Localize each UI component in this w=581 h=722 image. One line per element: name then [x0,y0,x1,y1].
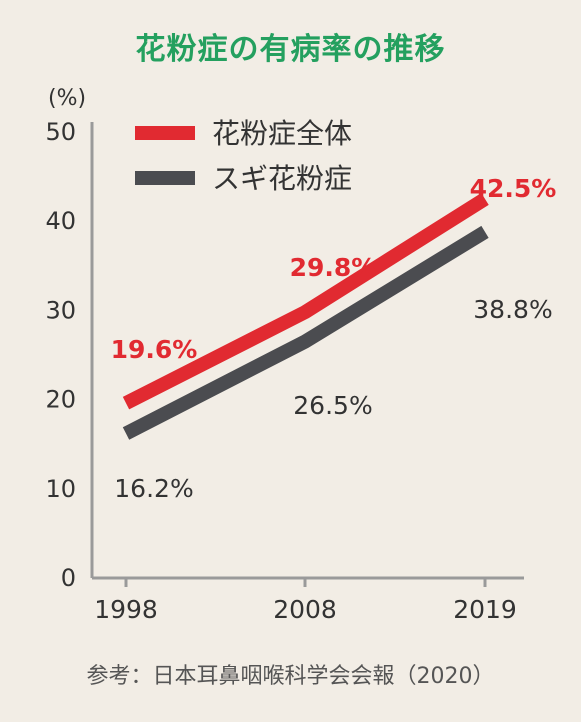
y-tick-label-30: 30 [45,296,76,324]
chart-title: 花粉症の有病率の推移 [135,32,446,67]
data-label-sugi-1998: 16.2% [114,474,193,503]
data-label-total-2008: 29.8% [290,253,377,282]
x-tick-label-2008: 2008 [273,595,337,624]
y-tick-label-10: 10 [45,475,76,503]
x-tick-label-2019: 2019 [453,595,517,624]
source-note: 参考：日本耳鼻咽喉科学会会報（2020） [86,664,495,689]
y-tick-label-0: 0 [61,564,76,592]
y-tick-label-20: 20 [45,386,76,414]
y-tick-label-50: 50 [45,118,76,146]
x-tick-label-1998: 1998 [94,595,158,624]
data-label-total-1998: 19.6% [111,335,198,364]
legend-label-1: 花粉症全体 [212,117,352,150]
y-axis-unit-label: (%) [48,86,86,111]
series-line-1 [122,192,489,410]
y-tick-label-40: 40 [45,207,76,235]
series-line-2 [122,225,489,440]
data-label-sugi-2019: 38.8% [473,295,552,324]
data-label-total-2019: 42.5% [470,174,557,203]
legend-label-2: スギ花粉症 [212,162,352,195]
data-label-sugi-2008: 26.5% [293,391,372,420]
